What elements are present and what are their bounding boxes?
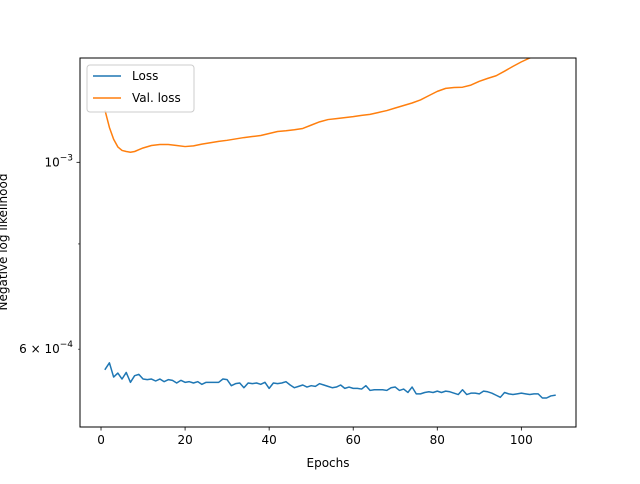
- series-line-loss: [104, 362, 556, 399]
- y-tick-label: 10−3: [44, 153, 73, 169]
- x-axis-label: Epochs: [307, 456, 350, 470]
- series-line-val-loss: [104, 58, 533, 153]
- series-layer: [104, 58, 556, 399]
- legend: Loss Val. loss: [86, 64, 195, 113]
- x-axis: 0 20 40 60 80 100: [97, 427, 533, 447]
- x-tick-label: 60: [346, 433, 361, 447]
- x-tick-label: 100: [510, 433, 533, 447]
- legend-label-loss: Loss: [132, 69, 158, 83]
- y-axis: 10−3 6 × 10−4: [19, 153, 80, 356]
- y-tick-label: 6 × 10−4: [19, 340, 73, 356]
- x-tick-label: 20: [177, 433, 192, 447]
- legend-label-val-loss: Val. loss: [132, 91, 181, 105]
- y-axis-label: Negative log likelihood: [0, 174, 10, 311]
- x-tick-label: 0: [97, 433, 105, 447]
- plot-frame: [79, 57, 577, 428]
- x-tick-label: 80: [430, 433, 445, 447]
- x-tick-label: 40: [262, 433, 277, 447]
